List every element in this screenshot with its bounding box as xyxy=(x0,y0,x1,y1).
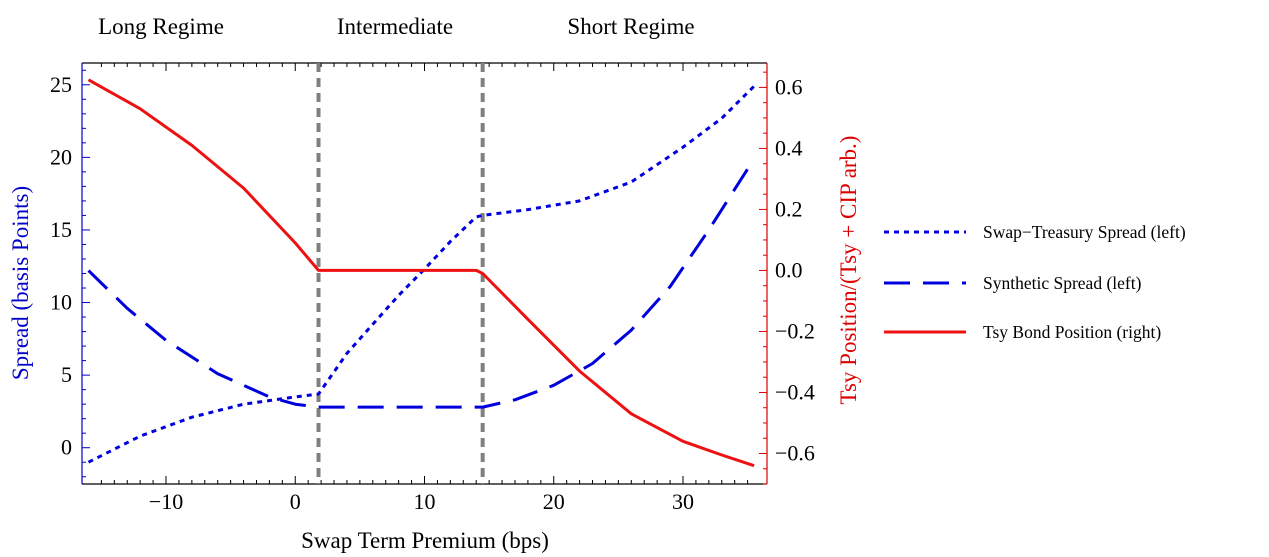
y-left-tick-label: 10 xyxy=(50,290,72,315)
legend-label-swap-treasury-spread: Swap−Treasury Spread (left) xyxy=(983,222,1186,242)
y-left-tick-label: 5 xyxy=(61,362,72,387)
y-axis-left-title: Spread (basis Points) xyxy=(8,186,33,380)
regime-labels: Long Regime Intermediate Short Regime xyxy=(98,14,694,39)
legend: Swap−Treasury Spread (left) Synthetic Sp… xyxy=(884,222,1186,342)
y-left-tick-label: 25 xyxy=(50,72,72,97)
series-line-2 xyxy=(87,78,755,468)
y-axis-right-title: Tsy Position/(Tsy + CIP arb.) xyxy=(836,136,861,405)
y-left-tick-label: 0 xyxy=(61,435,72,460)
y-right-tick-label: 0.2 xyxy=(775,196,803,221)
y-right-tick-label: 0.4 xyxy=(775,135,803,160)
y-right-tick-label: −0.6 xyxy=(775,440,815,465)
regime-label-long: Long Regime xyxy=(98,14,224,39)
y-right-tick-label: 0.0 xyxy=(775,257,803,282)
y-right-tick-label: 0.6 xyxy=(775,74,803,99)
legend-label-synthetic-spread: Synthetic Spread (left) xyxy=(983,273,1142,293)
y-right-tick-label: −0.2 xyxy=(775,318,815,343)
legend-label-tsy-bond-position: Tsy Bond Position (right) xyxy=(983,322,1161,342)
y-left-tick-label: 15 xyxy=(50,217,72,242)
x-tick-label: 20 xyxy=(543,489,565,514)
plot-area: −10 0 10 20 30 0 5 10 15 20 25 −0.6 −0.4 −0.2 0.0 0.2 0.… xyxy=(50,62,815,514)
x-tick-label: −10 xyxy=(149,489,183,514)
y-left-tick-label: 20 xyxy=(50,144,72,169)
regime-label-intermediate: Intermediate xyxy=(337,14,453,39)
x-tick-label: 30 xyxy=(672,489,694,514)
x-tick-label: 10 xyxy=(414,489,436,514)
x-tick-label: 0 xyxy=(290,489,301,514)
x-axis-title: Swap Term Premium (bps) xyxy=(301,528,549,553)
regime-label-short: Short Regime xyxy=(567,14,694,39)
series-line-1 xyxy=(87,157,756,409)
y-right-tick-label: −0.4 xyxy=(775,379,815,404)
